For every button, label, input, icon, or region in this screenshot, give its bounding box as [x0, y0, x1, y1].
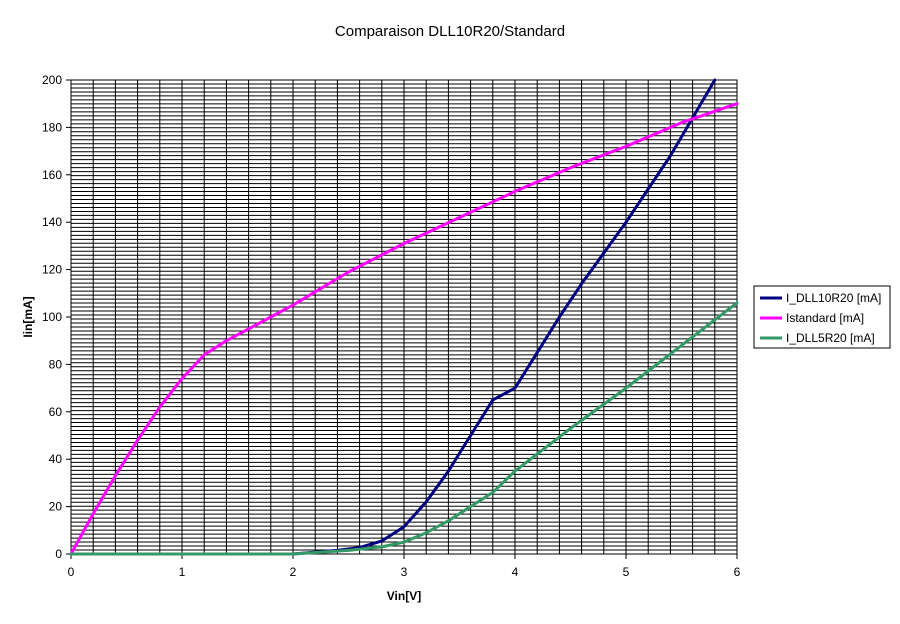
- y-tick-label: 40: [49, 452, 63, 466]
- x-tick-label: 1: [179, 565, 186, 579]
- y-tick-label: 60: [49, 405, 63, 419]
- x-axis-label: Vin[V]: [387, 589, 421, 603]
- legend-label-2: Istandard [mA]: [786, 311, 864, 325]
- x-tick-label: 0: [68, 565, 75, 579]
- y-tick-label: 180: [42, 120, 62, 134]
- y-tick-label: 200: [42, 73, 62, 87]
- series-lines: [69, 78, 739, 556]
- y-tick-label: 20: [49, 500, 63, 514]
- chart-title: Comparaison DLL10R20/Standard: [335, 23, 565, 40]
- x-tick-label: 5: [623, 565, 630, 579]
- y-axis-label: Iin[mA]: [21, 296, 35, 337]
- x-tick-label: 3: [401, 565, 408, 579]
- series-line-2: [69, 102, 739, 556]
- y-tick-labels: 0 20 40 60 80 100 120 140 160 180 200: [42, 73, 62, 561]
- x-tick-label: 4: [512, 565, 519, 579]
- series-line-3: [69, 301, 739, 556]
- x-tick-labels: 0 1 2 3 4 5 6: [68, 565, 741, 579]
- y-tick-label: 140: [42, 215, 62, 229]
- legend-label-1: I_DLL10R20 [mA]: [786, 291, 881, 305]
- y-tick-label: 100: [42, 310, 62, 324]
- legend-label-3: I_DLL5R20 [mA]: [786, 331, 875, 345]
- y-tick-label: 120: [42, 263, 62, 277]
- legend: I_DLL10R20 [mA] Istandard [mA] I_DLL5R20 […: [753, 285, 891, 349]
- x-tick-label: 2: [290, 565, 297, 579]
- x-tick-label: 6: [734, 565, 741, 579]
- y-tick-label: 0: [55, 547, 62, 561]
- y-tick-label: 80: [49, 357, 63, 371]
- legend-items: I_DLL10R20 [mA] Istandard [mA] I_DLL5R20 […: [760, 291, 881, 345]
- y-tick-label: 160: [42, 168, 62, 182]
